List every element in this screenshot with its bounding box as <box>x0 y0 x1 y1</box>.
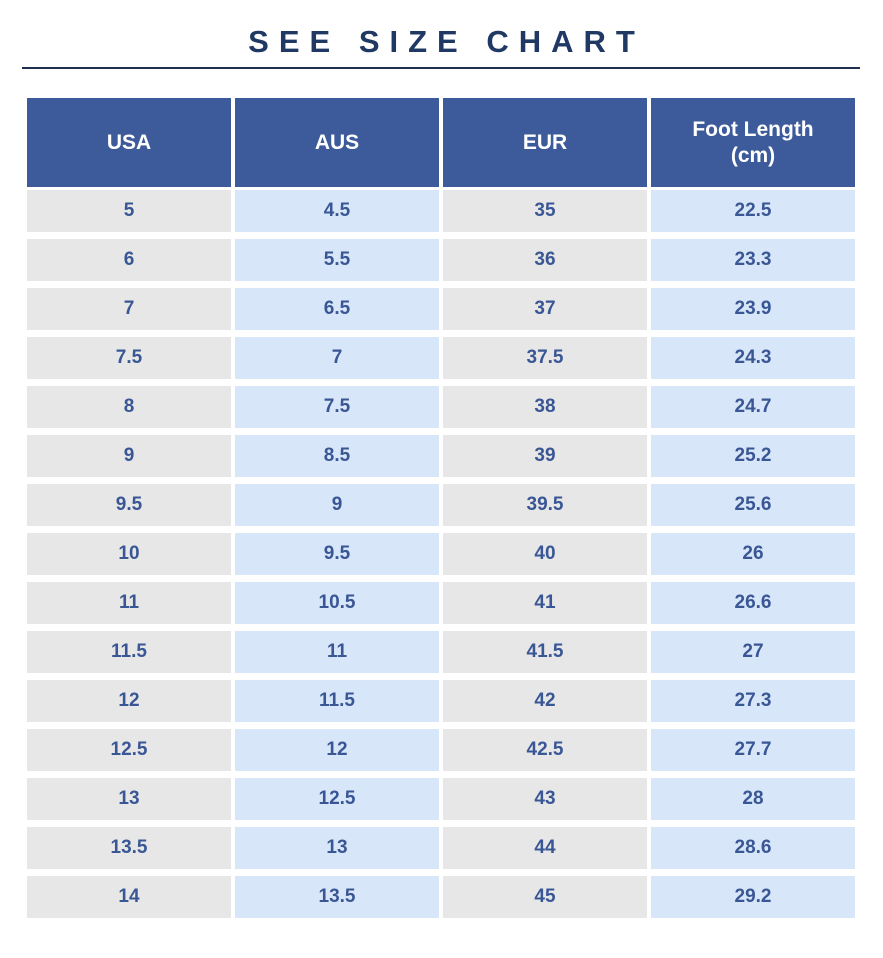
column-header-line: USA <box>106 130 152 154</box>
cell-foot-length-cm: 27.7 <box>651 729 855 771</box>
cell-usa: 7 <box>27 288 231 330</box>
cell-usa: 10 <box>27 533 231 575</box>
cell-foot-length-cm: 25.6 <box>651 484 855 526</box>
title-block: SEE SIZE CHART <box>0 0 883 90</box>
column-header-usa: USA <box>27 98 231 187</box>
table-row: 13 12.5 43 28 <box>27 778 855 820</box>
cell-aus: 8.5 <box>235 435 439 477</box>
cell-aus: 5.5 <box>235 239 439 281</box>
cell-foot-length-cm: 26.6 <box>651 582 855 624</box>
cell-usa: 11.5 <box>27 631 231 673</box>
column-header-line: EUR <box>522 130 568 154</box>
column-header-aus: AUS <box>235 98 439 187</box>
cell-eur: 37.5 <box>443 337 647 379</box>
cell-usa: 5 <box>27 190 231 232</box>
cell-foot-length-cm: 23.9 <box>651 288 855 330</box>
cell-aus: 11 <box>235 631 439 673</box>
cell-foot-length-cm: 29.2 <box>651 876 855 918</box>
cell-foot-length-cm: 27.3 <box>651 680 855 722</box>
table-row: 11 10.5 41 26.6 <box>27 582 855 624</box>
column-header-line: Foot Length <box>692 117 814 141</box>
table-row: 7 6.5 37 23.9 <box>27 288 855 330</box>
cell-eur: 38 <box>443 386 647 428</box>
cell-aus: 7.5 <box>235 386 439 428</box>
cell-foot-length-cm: 28.6 <box>651 827 855 869</box>
table-row: 13.5 13 44 28.6 <box>27 827 855 869</box>
cell-aus: 10.5 <box>235 582 439 624</box>
cell-usa: 8 <box>27 386 231 428</box>
cell-usa: 6 <box>27 239 231 281</box>
cell-foot-length-cm: 27 <box>651 631 855 673</box>
cell-foot-length-cm: 28 <box>651 778 855 820</box>
page-title: SEE SIZE CHART <box>248 24 645 59</box>
table-row: 12.5 12 42.5 27.7 <box>27 729 855 771</box>
table-row: 7.5 7 37.5 24.3 <box>27 337 855 379</box>
column-header-eur: EUR <box>443 98 647 187</box>
cell-usa: 13.5 <box>27 827 231 869</box>
table-row: 6 5.5 36 23.3 <box>27 239 855 281</box>
cell-eur: 42.5 <box>443 729 647 771</box>
column-header-foot-length-cm: Foot Length (cm) <box>651 98 855 187</box>
cell-usa: 9 <box>27 435 231 477</box>
cell-aus: 7 <box>235 337 439 379</box>
cell-usa: 7.5 <box>27 337 231 379</box>
cell-aus: 9.5 <box>235 533 439 575</box>
table-header-row: USA AUS EUR Foot Length (cm) <box>27 98 855 187</box>
cell-eur: 41.5 <box>443 631 647 673</box>
cell-eur: 37 <box>443 288 647 330</box>
column-header-line: (cm) <box>730 143 776 167</box>
column-header-line: AUS <box>314 130 360 154</box>
table-row: 11.5 11 41.5 27 <box>27 631 855 673</box>
title-divider <box>22 67 860 69</box>
cell-foot-length-cm: 24.7 <box>651 386 855 428</box>
cell-usa: 14 <box>27 876 231 918</box>
table-row: 8 7.5 38 24.7 <box>27 386 855 428</box>
cell-aus: 11.5 <box>235 680 439 722</box>
cell-aus: 9 <box>235 484 439 526</box>
cell-foot-length-cm: 25.2 <box>651 435 855 477</box>
table-row: 10 9.5 40 26 <box>27 533 855 575</box>
cell-eur: 36 <box>443 239 647 281</box>
cell-foot-length-cm: 23.3 <box>651 239 855 281</box>
cell-aus: 13.5 <box>235 876 439 918</box>
cell-aus: 13 <box>235 827 439 869</box>
cell-eur: 39 <box>443 435 647 477</box>
table-row: 9 8.5 39 25.2 <box>27 435 855 477</box>
cell-usa: 12 <box>27 680 231 722</box>
cell-aus: 12 <box>235 729 439 771</box>
cell-usa: 13 <box>27 778 231 820</box>
cell-eur: 45 <box>443 876 647 918</box>
cell-usa: 12.5 <box>27 729 231 771</box>
table-row: 14 13.5 45 29.2 <box>27 876 855 918</box>
cell-foot-length-cm: 24.3 <box>651 337 855 379</box>
cell-aus: 12.5 <box>235 778 439 820</box>
cell-usa: 11 <box>27 582 231 624</box>
cell-eur: 40 <box>443 533 647 575</box>
cell-eur: 39.5 <box>443 484 647 526</box>
cell-eur: 35 <box>443 190 647 232</box>
cell-eur: 42 <box>443 680 647 722</box>
cell-aus: 4.5 <box>235 190 439 232</box>
cell-usa: 9.5 <box>27 484 231 526</box>
cell-eur: 41 <box>443 582 647 624</box>
table-row: 5 4.5 35 22.5 <box>27 190 855 232</box>
table-row: 12 11.5 42 27.3 <box>27 680 855 722</box>
cell-foot-length-cm: 26 <box>651 533 855 575</box>
cell-eur: 44 <box>443 827 647 869</box>
table-row: 9.5 9 39.5 25.6 <box>27 484 855 526</box>
table-body: 5 4.5 35 22.5 6 5.5 36 23.3 7 6.5 37 23.9 7.5 7 37.5 24… <box>27 190 855 918</box>
cell-aus: 6.5 <box>235 288 439 330</box>
size-chart-table: USA AUS EUR Foot Length (cm) 5 4.5 35 22.5 6 5.5 3… <box>27 98 855 925</box>
cell-foot-length-cm: 22.5 <box>651 190 855 232</box>
cell-eur: 43 <box>443 778 647 820</box>
